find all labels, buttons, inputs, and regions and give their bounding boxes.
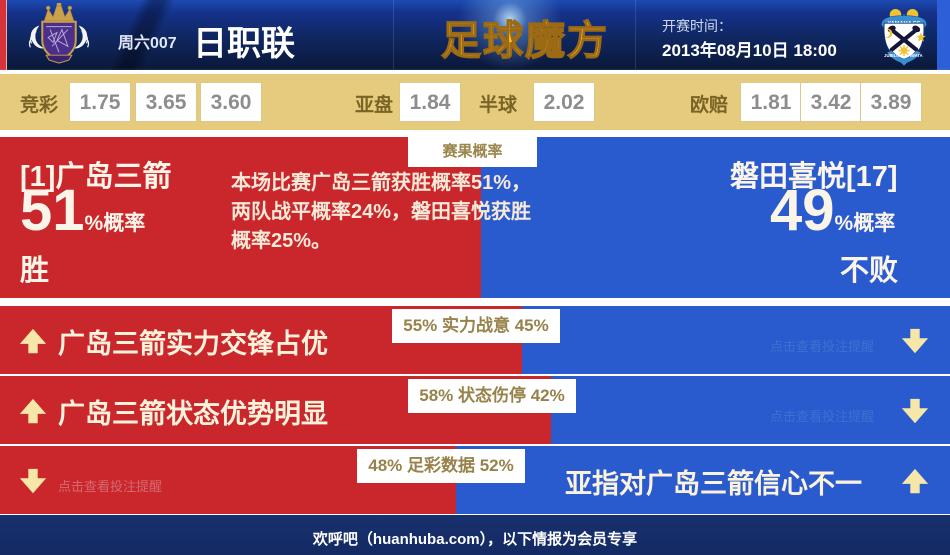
svg-text:JUBILO: JUBILO xyxy=(884,53,900,58)
svg-text:IWATA: IWATA xyxy=(910,53,923,58)
